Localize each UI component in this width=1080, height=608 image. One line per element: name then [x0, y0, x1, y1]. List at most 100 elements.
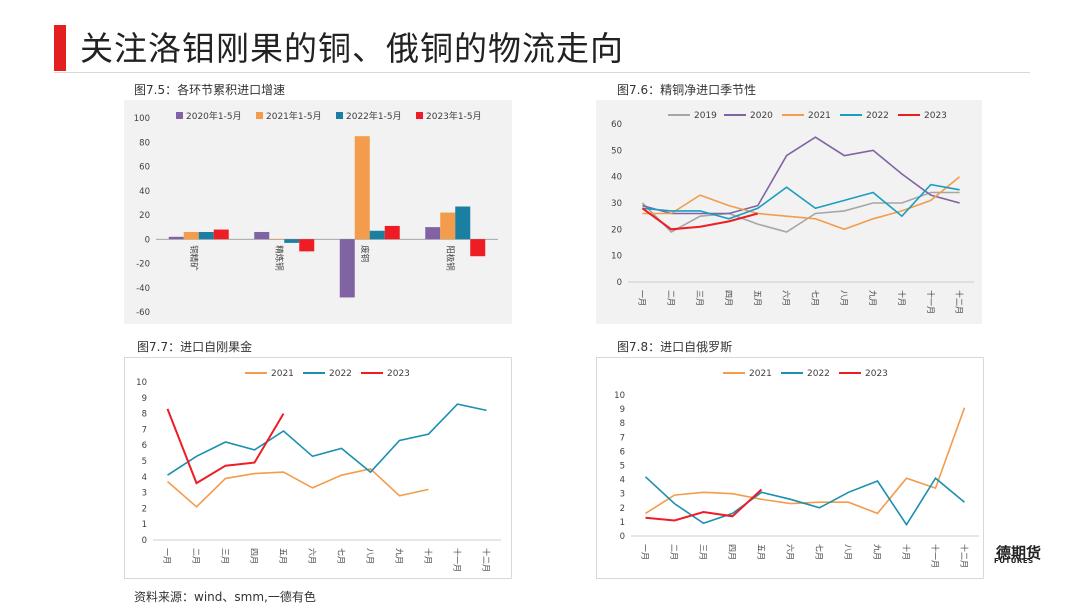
legend-label-1: 2022 [807, 369, 830, 379]
legend-label-2: 2022年1-5月 [346, 110, 402, 122]
x-tick-label-9: 十月 [424, 548, 434, 564]
legend-swatch-0 [176, 112, 183, 119]
y-tick-label-0: -60 [136, 308, 150, 318]
legend-label-3: 2022 [866, 111, 889, 121]
legend-label-0: 2021 [271, 369, 294, 379]
chart3-caption: 图7.7：进口自刚果金 [137, 340, 253, 354]
x-tick-label-11: 十二月 [955, 290, 965, 314]
x-tick-label-5: 六月 [308, 548, 318, 564]
x-tick-label-4: 五月 [757, 544, 766, 560]
y-tick-label-5: 5 [620, 462, 625, 472]
legend-label-1: 2021年1-5月 [266, 110, 322, 122]
y-tick-label-10: 10 [136, 378, 147, 388]
y-tick-label-7: 7 [142, 425, 147, 435]
y-tick-label-6: 60 [139, 163, 150, 173]
chart2-refined-net-import-lines: 0 10 20 30 40 50 60 一月 二月 三月 四月 五月 六月 七月 八月 九月 十月 十一月 十二月 2… [596, 100, 982, 324]
category-label-0: 铜精矿 [188, 245, 199, 271]
bar-2-2 [369, 230, 385, 240]
y-tick-label-7: 7 [620, 433, 625, 443]
series-line-2022 [644, 476, 966, 527]
y-tick-label-1: 1 [142, 520, 147, 530]
title-accent-bar [54, 25, 66, 71]
category-label-2: 废铜 [359, 245, 370, 262]
x-tick-label-6: 七月 [337, 548, 346, 564]
x-tick-label-4: 五月 [279, 548, 288, 564]
y-tick-label-8: 8 [620, 419, 625, 429]
y-tick-label-9: 9 [142, 394, 147, 404]
legend-swatch-1 [256, 112, 263, 119]
brand-logo-text: 德期货 [996, 544, 1042, 562]
legend-label-2: 2023 [387, 369, 410, 379]
bar-2-0 [339, 239, 355, 298]
y-tick-label-2: 2 [142, 504, 147, 514]
legend-label-0: 2021 [749, 369, 772, 379]
legend-swatch-3 [416, 112, 423, 119]
bar-1-1 [269, 239, 285, 240]
x-tick-label-3: 四月 [250, 548, 259, 564]
series-line-2020 [642, 136, 960, 215]
bar-0-1 [183, 231, 199, 240]
y-tick-label-2: 20 [611, 225, 622, 235]
y-tick-label-2: 2 [620, 504, 625, 514]
bar-1-3 [299, 239, 315, 252]
chart1-caption: 图7.5：各环节累积进口增速 [134, 83, 286, 97]
x-tick-label-3: 四月 [724, 290, 733, 306]
y-tick-label-0: 0 [142, 536, 147, 546]
bar-3-2 [455, 206, 471, 240]
legend-swatch-2 [336, 112, 343, 119]
x-tick-label-11: 十二月 [960, 544, 970, 568]
bar-2-3 [384, 225, 400, 240]
x-tick-label-0: 一月 [163, 548, 172, 564]
page-title: 关注洛钼刚果的铜、俄铜的物流走向 [80, 29, 624, 68]
y-tick-label-7: 80 [139, 138, 150, 148]
y-tick-label-3: 3 [142, 489, 147, 499]
x-tick-label-6: 七月 [815, 544, 824, 560]
title-divider [54, 72, 1030, 73]
y-tick-label-0: 0 [620, 532, 625, 542]
y-tick-label-2: -20 [136, 260, 150, 270]
y-tick-label-4: 20 [139, 211, 150, 221]
legend-label-0: 2020年1-5月 [186, 110, 242, 122]
y-tick-label-8: 8 [142, 410, 147, 420]
bar-2-1 [354, 136, 370, 240]
series-line-2022 [167, 403, 487, 476]
y-tick-label-0: 0 [617, 278, 622, 288]
y-tick-label-5: 40 [139, 187, 150, 197]
x-tick-label-0: 一月 [637, 290, 646, 306]
bar-0-0 [168, 236, 184, 240]
y-tick-label-6: 60 [611, 120, 622, 130]
legend-label-1: 2022 [329, 369, 352, 379]
y-tick-label-6: 6 [620, 447, 625, 457]
series-line-2021 [166, 468, 429, 508]
chart1-import-growth-bars: -60 -40 -20 0 20 40 60 80 100 铜精矿 精炼铜 废铜 阳极铜 2020年1-5… [124, 100, 512, 324]
x-tick-label-5: 六月 [782, 290, 792, 306]
y-tick-label-4: 4 [142, 473, 147, 483]
series-line-2023 [645, 488, 763, 522]
x-tick-label-7: 八月 [839, 290, 848, 306]
x-tick-label-10: 十一月 [453, 548, 463, 572]
y-tick-label-3: 3 [620, 490, 625, 500]
x-tick-label-8: 九月 [868, 290, 877, 306]
y-tick-label-5: 50 [611, 146, 622, 156]
x-tick-label-11: 十二月 [482, 548, 492, 572]
chart4-caption: 图7.8：进口自俄罗斯 [617, 340, 733, 354]
x-tick-label-2: 三月 [699, 544, 708, 560]
x-tick-label-1: 二月 [666, 290, 675, 306]
y-tick-label-1: -40 [136, 284, 150, 294]
legend-label-2: 2023 [865, 369, 888, 379]
legend-label-1: 2020 [750, 111, 773, 121]
x-tick-label-1: 二月 [192, 548, 201, 564]
bar-1-2 [284, 239, 300, 243]
chart4-russia-import-lines: 0 1 2 3 4 5 6 7 8 9 10 一月 二月 三月 四月 五月 六月 七月 八月 九月 十月 十一月 十二月 20… [596, 357, 984, 579]
chart2-svg: 0 10 20 30 40 50 60 一月 二月 三月 四月 五月 六月 七月 八月 九月 十月 十一月 十二月 2… [611, 111, 974, 314]
series-line-2023 [641, 207, 759, 231]
series-line-2019 [641, 191, 960, 233]
bar-0-3 [213, 229, 229, 240]
x-tick-label-7: 八月 [844, 544, 853, 560]
x-tick-label-5: 六月 [786, 544, 796, 560]
y-tick-label-4: 4 [620, 476, 625, 486]
legend-label-3: 2023年1-5月 [426, 110, 482, 122]
x-tick-label-8: 九月 [395, 548, 404, 564]
x-tick-label-0: 一月 [641, 544, 650, 560]
bar-0-2 [198, 231, 214, 240]
